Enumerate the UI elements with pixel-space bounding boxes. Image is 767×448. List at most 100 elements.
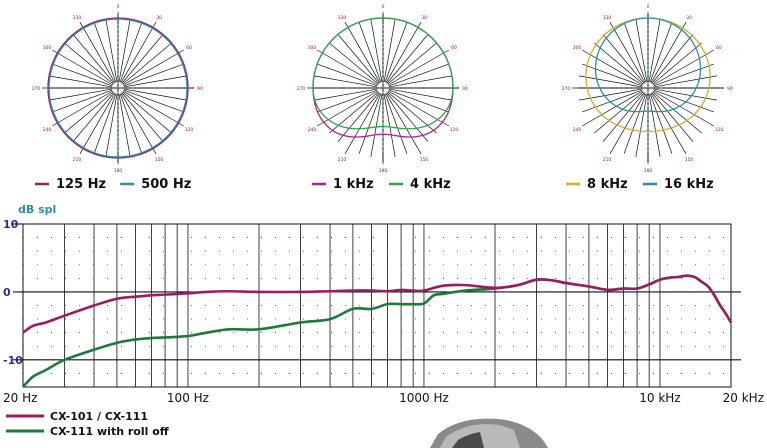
polar-spoke <box>123 89 184 113</box>
legend-label: CX-111 with roll off <box>50 425 169 438</box>
polar-spoke <box>314 75 378 88</box>
polar-spoke <box>623 22 647 83</box>
polar-angle-label: 120 <box>450 127 459 133</box>
polar-spoke <box>337 34 380 84</box>
polar-spoke <box>602 34 645 84</box>
polar-spoke <box>594 42 644 85</box>
polar-spoke <box>105 93 118 157</box>
polar-spoke <box>649 93 673 154</box>
polar-plots: 0306090120150180210240270300330030609012… <box>32 4 733 174</box>
polar-angle-label: 150 <box>685 157 694 163</box>
polar-spoke <box>122 42 172 85</box>
polar-spoke <box>52 49 113 86</box>
polar-angle-label: 30 <box>421 15 427 21</box>
polar-spoke <box>384 22 408 83</box>
polar-angle-label: 330 <box>73 15 82 21</box>
frequency-legend: CX-101 / CX-111 CX-111 with roll off <box>6 410 169 438</box>
polar-spoke <box>93 22 117 83</box>
polar-spoke <box>388 90 449 127</box>
polar-angle-label: 60 <box>451 45 457 51</box>
x-tick-label: 10 kHz <box>639 391 680 405</box>
polar-spoke <box>653 88 717 101</box>
polar-spoke <box>120 22 157 83</box>
polar-series-125-hz <box>47 17 189 159</box>
polar-angle-label: 0 <box>647 4 650 10</box>
polar-angle-label: 60 <box>186 45 192 51</box>
legend-label: 500 Hz <box>141 177 191 192</box>
polar-spoke <box>317 63 378 87</box>
polar-spoke <box>385 22 422 83</box>
polar-angle-label: 90 <box>197 86 203 92</box>
polar-spoke <box>123 90 184 127</box>
polar-angle-label: 330 <box>338 15 347 21</box>
polar-spoke <box>653 49 714 86</box>
polar-spoke <box>123 88 187 101</box>
polar-angle-label: 300 <box>573 45 582 51</box>
polar-angle-label: 30 <box>686 15 692 21</box>
polar-spoke <box>652 91 702 134</box>
polar-spoke <box>337 92 380 142</box>
polar-spoke <box>582 63 643 87</box>
legend-label: 16 kHz <box>664 177 714 192</box>
polar-spoke <box>317 90 378 127</box>
polar-plot-1: 0 30 60 90 120 150 180 210 240 270 300 330 <box>32 4 203 174</box>
polar-series-8-khz <box>585 17 711 133</box>
legend-label: 1 kHz <box>333 177 374 192</box>
polar-angle-label: 210 <box>338 157 347 163</box>
polar-angle-label: 150 <box>420 157 429 163</box>
polar-series-4-khz <box>312 17 454 130</box>
polar-spoke <box>387 42 437 85</box>
polar-legends: 125 Hz 500 Hz 1 kHz 4 kHz 8 kHz 16 kHz <box>35 177 714 192</box>
polar-spoke <box>653 89 714 113</box>
polar-angle-label: 0 <box>382 4 385 10</box>
polar-spoke <box>121 34 164 84</box>
microphone-photo <box>430 418 548 448</box>
polar-spoke <box>602 92 645 142</box>
polar-spoke <box>72 92 115 142</box>
y-tick-label: 0 <box>3 286 11 299</box>
series-line-cx-101-cx-111 <box>22 274 733 334</box>
polar-spoke <box>386 92 429 142</box>
polar-spoke <box>314 88 378 101</box>
frequency-response-chart: 10 0 -10 dB spl 20 Hz 100 Hz 1000 Hz 10 kHz 20 k… <box>3 203 764 405</box>
polar-spoke <box>653 90 714 127</box>
polar-spoke <box>123 49 184 86</box>
polar-spoke <box>120 93 157 154</box>
polar-spoke <box>121 92 164 142</box>
x-tick-label: 20 kHz <box>723 391 764 405</box>
polar-spoke <box>651 92 694 142</box>
polar-spoke <box>118 19 131 83</box>
plot-frame <box>22 223 732 388</box>
polar-spoke <box>594 91 644 134</box>
polar-spoke <box>650 22 687 83</box>
polar-spoke <box>652 42 702 85</box>
polar-plot-3: 0 30 60 90 120 150 180 210 240 270 300 330 <box>562 4 733 174</box>
polar-spoke <box>388 89 449 113</box>
polar-spoke <box>383 93 396 157</box>
polar-spoke <box>370 19 383 83</box>
polar-spoke <box>384 93 408 154</box>
polar-spoke <box>358 22 382 83</box>
polar-spoke <box>579 75 643 88</box>
polar-series-500-hz <box>48 18 188 158</box>
polar-spoke <box>49 75 113 88</box>
legend-label: 8 kHz <box>587 177 628 192</box>
polar-spoke <box>582 90 643 127</box>
polar-angle-label: 180 <box>114 168 123 174</box>
polar-plot-2: 0 30 60 90 120 150 180 210 240 270 300 330 <box>297 4 468 174</box>
polar-spoke <box>579 88 643 101</box>
polar-angle-label: 150 <box>155 157 164 163</box>
polar-spoke <box>93 93 117 154</box>
polar-spoke <box>653 75 717 88</box>
polar-angle-label: 300 <box>43 45 52 51</box>
y-tick-label: 10 <box>3 218 19 231</box>
polar-spoke <box>344 93 381 154</box>
polar-spoke <box>122 91 172 134</box>
polar-spoke <box>118 93 131 157</box>
polar-spoke <box>653 63 714 87</box>
polar-spoke <box>64 42 114 85</box>
polar-spoke <box>635 93 648 157</box>
y-axis-label: dB spl <box>18 203 56 216</box>
polar-spoke <box>609 22 646 83</box>
